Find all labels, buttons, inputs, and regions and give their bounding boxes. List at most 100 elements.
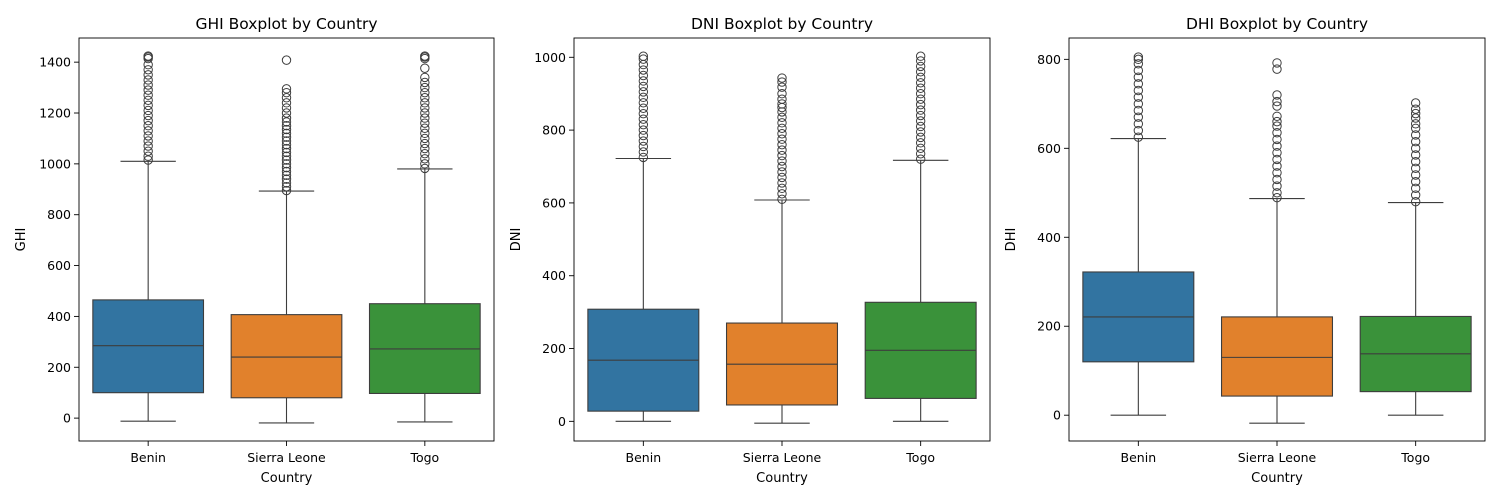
outlier-point [420,118,430,128]
outlier-point [281,84,292,94]
outlier-point [143,105,153,116]
outlier-point [638,65,649,75]
box-sierra-leone: Sierra Leone [230,55,343,465]
outlier-point [1272,148,1282,158]
outlier-point [1272,134,1282,145]
outlier-point [777,172,787,183]
outlier-point [281,185,292,196]
outlier-point [1410,190,1421,200]
outlier-point [638,114,649,124]
outlier-point [420,82,430,93]
outlier-point [1272,58,1282,68]
outlier-point [281,87,292,98]
outlier-point [281,128,292,139]
outlier-point [915,143,926,154]
outlier-point [420,138,430,149]
outlier-point [638,103,649,113]
y-axis-label: GHI [14,228,29,252]
chart-panel-ghi: GHI Boxplot by Country 0 200 400 600 800 1000 1… [14,15,495,486]
box-togo: Togo [1359,98,1472,465]
outlier-point [915,72,926,83]
outlier-point [1272,116,1282,127]
outlier-point [915,88,926,99]
outlier-point [915,154,926,164]
outlier-point [1272,188,1282,198]
x-tick-label: Sierra Leone [1238,450,1317,465]
y-tick-label: 0 [63,411,71,426]
outlier-point [915,149,926,159]
outlier-point [915,61,926,72]
y-axis-label: DHI [1004,228,1019,252]
outlier-point [143,131,153,141]
iqr-box [1220,316,1334,397]
outlier-point [1133,125,1144,136]
y-tick-label: 400 [1037,230,1061,245]
outlier-point [1133,112,1144,122]
outlier-point [915,127,926,137]
x-tick-label: Togo [1400,450,1430,465]
x-axis-label: Country [1251,471,1303,486]
chart-title: GHI Boxplot by Country [195,15,377,33]
outlier-point [281,140,292,150]
outlier-point [638,125,649,135]
outlier-point [143,115,153,126]
x-tick-label: Togo [905,450,935,465]
outlier-point [638,136,649,146]
outlier-point [915,99,926,110]
outlier-point [777,178,787,188]
outlier-point [915,51,926,61]
outlier-point [1133,72,1144,82]
outlier-point [1272,168,1282,178]
x-tick-label: Sierra Leone [743,450,822,465]
outlier-point [143,70,153,80]
outlier-point [281,93,292,103]
outlier-point [143,65,153,75]
outlier-point [777,150,787,161]
outlier-point [915,105,926,115]
outlier-point [1410,104,1421,114]
outlier-point [915,67,926,77]
outlier-point [1272,181,1282,191]
outlier-point [777,161,787,172]
outlier-point [420,63,430,73]
box-sierra-leone: Sierra Leone [725,73,839,465]
y-tick-label: 200 [542,341,566,356]
outlier-point [638,98,649,108]
outlier-point [281,174,292,184]
outlier-point [281,159,292,169]
y-tick-label: 200 [47,360,71,375]
outlier-point [638,147,649,157]
outlier-point [420,93,430,103]
box-togo: Togo [368,51,481,465]
outlier-point [915,83,926,93]
outlier-point [143,126,153,136]
outlier-point [1272,101,1282,111]
outlier-point [420,163,430,174]
outlier-point [281,132,292,142]
box-togo: Togo [864,51,977,465]
y-axis-label: DNI [509,228,524,252]
outlier-point [915,94,926,104]
outlier-point [1410,136,1421,147]
outlier-point [1133,105,1144,116]
outlier-point [777,145,787,155]
outlier-point [420,148,430,159]
x-axis-label: Country [756,471,808,486]
outlier-point [1133,92,1144,102]
y-tick-label: 600 [1037,141,1061,156]
outlier-point [420,103,430,113]
outlier-point [915,138,926,148]
box-benin: Benin [92,51,205,465]
y-tick-label: 800 [1037,52,1061,67]
outlier-point [1410,119,1421,129]
outlier-point [420,133,430,144]
x-tick-label: Sierra Leone [247,450,326,465]
outlier-point [638,92,649,103]
outlier-point [1272,96,1282,107]
outlier-point [281,166,292,177]
outlier-point [281,113,292,123]
outlier-point [281,151,292,161]
outlier-point [1133,99,1144,109]
y-tick-label: 1000 [39,156,71,171]
